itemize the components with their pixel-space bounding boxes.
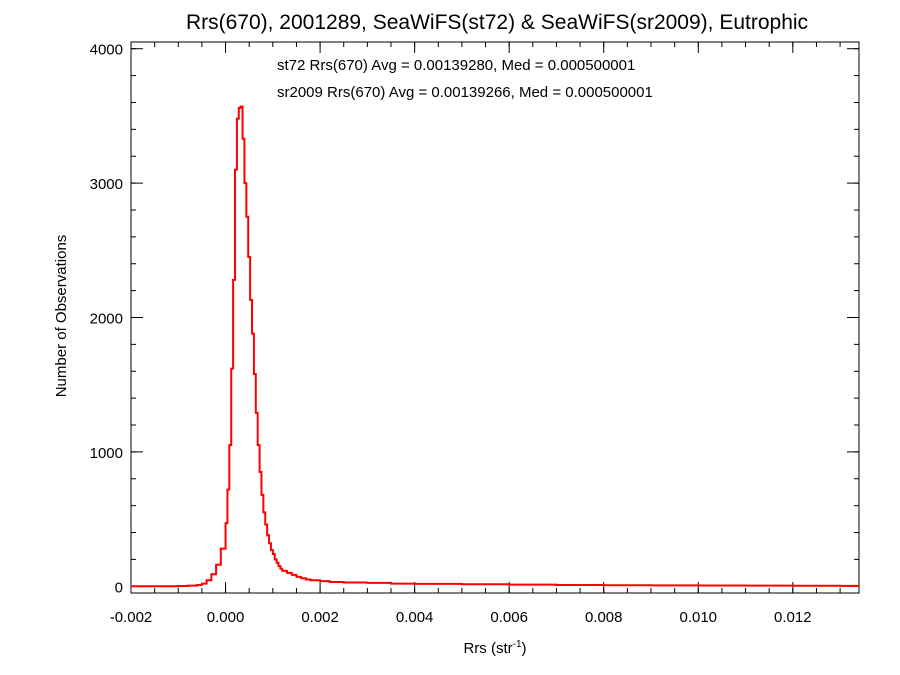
x-axis-label-superscript: -1 [513, 639, 522, 650]
x-tick-label: 0.002 [301, 609, 339, 626]
x-tick-label: 0.000 [207, 609, 245, 626]
y-axis-label: Number of Observations [53, 235, 70, 398]
x-tick-label: 0.006 [490, 609, 528, 626]
x-axis-label-close: ) [522, 640, 527, 657]
x-tick-label: 0.008 [585, 609, 623, 626]
x-tick-label: 0.010 [679, 609, 717, 626]
y-tick-labels: 0 1000 2000 3000 4000 [90, 42, 123, 597]
x-axis-label: Rrs (str-1) [463, 639, 526, 657]
y-tick-label: 4000 [90, 42, 123, 59]
y-tick-label: 1000 [90, 445, 123, 462]
x-tick-labels: -0.002 0.000 0.002 0.004 0.006 0.008 0.010 0.01… [110, 609, 812, 626]
y-tick-label: 0 [115, 579, 123, 596]
chart-title: Rrs(670), 2001289, SeaWiFS(st72) & SeaWi… [186, 11, 808, 34]
plot-area: -0.002 0.000 0.002 0.004 0.006 0.008 0.010 0.01… [90, 41, 860, 626]
x-tick-label: -0.002 [110, 609, 153, 626]
x-axis-label-main: Rrs (str [463, 640, 512, 657]
y-tick-label: 3000 [90, 176, 123, 193]
series-layer [131, 105, 859, 588]
plot-frame [130, 41, 860, 594]
annotation-st72: st72 Rrs(670) Avg = 0.00139280, Med = 0.… [277, 57, 635, 74]
annotation-sr2009: sr2009 Rrs(670) Avg = 0.00139266, Med = … [277, 84, 653, 101]
y-tick-label: 2000 [90, 311, 123, 328]
x-tick-label: 0.004 [396, 609, 434, 626]
x-tick-label: 0.012 [774, 609, 812, 626]
axis-ticks [130, 42, 859, 593]
series-line-sr2009 [131, 105, 859, 588]
